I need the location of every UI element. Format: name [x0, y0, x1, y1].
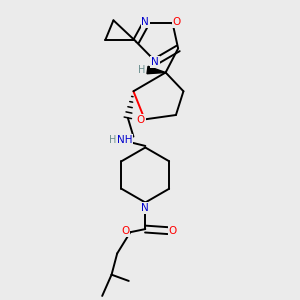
Text: N: N	[141, 17, 149, 27]
Text: N: N	[151, 57, 159, 67]
Text: H: H	[109, 135, 116, 145]
Text: O: O	[173, 17, 181, 27]
Polygon shape	[147, 66, 166, 74]
Text: NH: NH	[117, 135, 132, 145]
Text: H: H	[138, 65, 146, 75]
Text: O: O	[121, 226, 129, 236]
Text: N: N	[141, 203, 149, 213]
Text: O: O	[137, 115, 145, 125]
Text: O: O	[169, 226, 177, 236]
